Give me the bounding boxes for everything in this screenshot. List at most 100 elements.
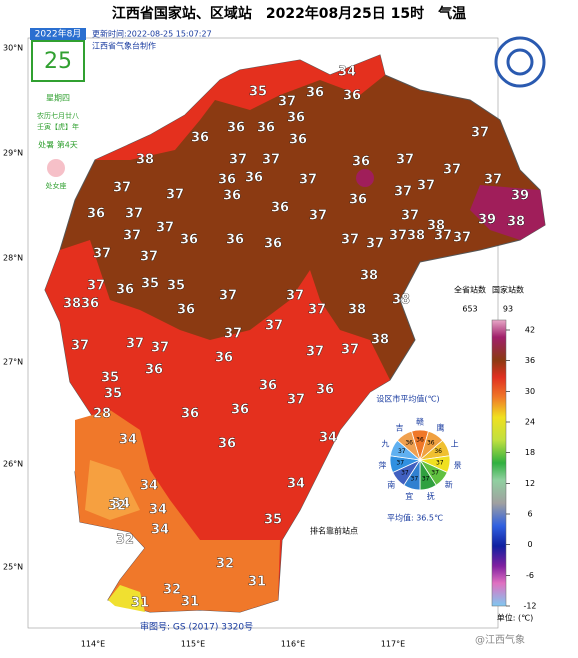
temperature-label: 34 [287,477,305,492]
unit: 单位: (℃) [497,613,533,623]
temperature-label: 35 [141,277,159,292]
temperature-label: 37 [166,188,184,203]
temperature-label: 34 [112,497,130,512]
lunar: 农历七月廿八 [37,111,79,120]
temperature-label: 37 [140,250,158,265]
lat-label: 25°N [3,563,23,572]
temperature-label: 35 [104,387,122,402]
pie-value: 37 [398,448,406,455]
temperature-label: 37 [219,289,237,304]
temperature-label: 31 [181,595,199,610]
temperature-label: 37 [306,345,324,360]
temperature-label: 38 [371,333,389,348]
lon-label: 115°E [181,640,205,649]
temperature-label: 31 [248,575,266,590]
pie-city: 九 [381,440,389,449]
national-count: 93 [503,305,513,314]
temperature-label: 37 [93,247,111,262]
temperature-label: 34 [140,479,158,494]
temperature-label: 37 [471,126,489,141]
zodiac-icon [47,159,65,177]
temperature-label: 34 [151,523,169,538]
temperature-label: 37 [229,153,247,168]
national-label: 国家站数 [492,285,524,295]
temperature-label: 36 [227,121,245,136]
temperature-label: 35 [249,85,267,100]
temperature-label: 34 [319,431,337,446]
temperature-label: 32 [116,533,134,548]
temperature-label: 34 [119,433,137,448]
temperature-label: 37 [126,337,144,352]
temperature-label: 37 [341,233,359,248]
temperature-label: 34 [149,503,167,518]
mild-zone [85,460,140,520]
temperature-label: 38 [348,303,366,318]
temperature-label: 38 [136,153,154,168]
temperature-label: 37 [453,231,471,246]
legend-tick-label: 24 [525,418,535,427]
temperature-label: 36 [177,303,195,318]
temperature-label: 36 [87,207,105,222]
temperature-label: 39 [478,213,496,228]
pie-title: 设区市平均值(℃) [376,394,439,404]
temperature-label: 31 [131,596,149,611]
pie-city: 吉 [395,424,403,433]
temperature-label: 36 [145,363,163,378]
temperature-label: 32 [163,583,181,598]
pie-average: 平均值: 36.5℃ [387,513,443,523]
pie-value: 36 [405,440,413,447]
legend-tick-label: 6 [527,510,532,519]
legend-tick-label: 42 [525,326,535,335]
temperature-label: 36 [352,155,370,170]
temperature-label: 38 [360,269,378,284]
update-time: 更新时间:2022-08-25 15:07:27 [92,29,212,39]
temperature-label: 36 [191,131,209,146]
temperature-label: 37 [299,173,317,188]
lat-label: 30°N [3,44,23,53]
temperature-label: 36 [81,297,99,312]
legend-tick-label: 12 [525,479,535,488]
temperature-label: 38 [63,297,81,312]
temperature-label: 36 [218,173,236,188]
pie-city: 上 [451,440,459,449]
lon-label: 116°E [281,640,305,649]
pie-value: 36 [416,437,424,444]
temperature-label: 36 [271,201,289,216]
legend-tick-label: 18 [525,448,535,457]
calendar-day: 25 [44,49,72,74]
pie-city: 宜 [405,491,413,501]
station-total: 653 [462,305,477,314]
temperature-label: 37 [309,209,327,224]
lat-label: 26°N [3,460,23,469]
temperature-label: 37 [265,319,283,334]
temperature-label: 36 [264,237,282,252]
pie-value: 36 [427,440,435,447]
lat-label: 29°N [3,149,23,158]
temperature-label: 38 [427,219,445,234]
temperature-label: 37 [434,229,452,244]
temperature-label: 38 [507,215,525,230]
temperature-label: 36 [287,111,305,126]
temperature-label: 37 [443,163,461,178]
color-bar [491,319,507,607]
lon-label: 117°E [381,640,405,649]
temperature-label: 37 [156,221,174,236]
calendar-box [31,40,85,82]
temperature-label: 37 [123,229,141,244]
calendar-month: 2022年8月 [35,28,82,40]
legend-tick-label: 36 [525,356,535,365]
temperature-label: 36 [343,89,361,104]
producer: 江西省气象台制作 [92,41,156,51]
warm-zone [75,410,280,612]
temperature-label: 36 [223,189,241,204]
temperature-label: 36 [316,383,334,398]
ganzhi: 壬寅【虎】年 [37,122,79,131]
temperature-label: 37 [113,181,131,196]
temperature-label: 36 [245,171,263,186]
temperature-label: 38 [392,293,410,308]
temperature-label: 38 [407,229,425,244]
temperature-label: 37 [308,303,326,318]
pie-city: 鹰 [437,423,445,433]
legend-tick-label: -6 [526,571,534,580]
legend-tick-label: 30 [525,387,535,396]
